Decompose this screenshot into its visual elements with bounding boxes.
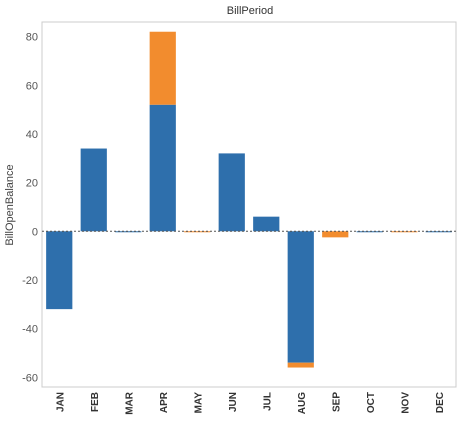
y-axis-ticks: -60 -40 -20 0 20 40 60 80 (22, 32, 38, 385)
bar-apr-series-1 (149, 104, 176, 232)
x-tick-label-jun: JUN (228, 392, 239, 412)
x-axis-labels: JAN FEB MAR APR MAY JUN JUL AUG SEP OCT NOV DEC (55, 391, 446, 415)
x-tick-label-dec: DEC (435, 392, 446, 413)
x-tick-label-jan: JAN (55, 392, 66, 412)
bars-group (46, 31, 452, 368)
y-tick-label: -20 (22, 275, 38, 287)
x-tick-label-oct: OCT (366, 392, 377, 413)
y-tick-label: 80 (26, 32, 38, 44)
y-tick-label: -40 (22, 324, 38, 336)
y-tick-label: 60 (26, 80, 38, 92)
x-tick-label-feb: FEB (90, 392, 101, 412)
y-tick-label: 20 (26, 178, 38, 190)
bar-aug-series-1 (287, 231, 314, 363)
bar-nov-series-2 (391, 231, 418, 233)
x-tick-label-jul: JUL (262, 392, 273, 411)
y-tick-label: -60 (22, 372, 38, 384)
x-tick-label-apr: APR (159, 391, 170, 413)
bar-aug-series-2 (287, 362, 314, 368)
bar-jul-series-1 (253, 216, 280, 232)
bar-sep-series-2 (322, 231, 349, 238)
plot-frame (41, 21, 457, 388)
bar-jun-series-1 (218, 153, 245, 232)
bar-jan-series-1 (46, 231, 73, 310)
x-tick-label-sep: SEP (331, 392, 342, 412)
bar-feb-series-1 (80, 148, 107, 232)
bar-may-series-2 (184, 231, 211, 233)
x-tick-label-nov: NOV (400, 392, 411, 414)
y-tick-label: 0 (32, 226, 38, 238)
bar-oct-series-1 (356, 231, 383, 233)
x-tick-label-mar: MAR (124, 391, 135, 415)
chart-title: BillPeriod (227, 5, 273, 17)
y-tick-label: 40 (26, 129, 38, 141)
x-tick-label-may: MAY (193, 392, 204, 414)
x-tick-label-aug: AUG (297, 392, 308, 414)
bar-mar-series-1 (115, 231, 142, 233)
bar-apr-series-2 (149, 31, 176, 105)
y-axis-title: BillOpenBalance (4, 164, 16, 245)
